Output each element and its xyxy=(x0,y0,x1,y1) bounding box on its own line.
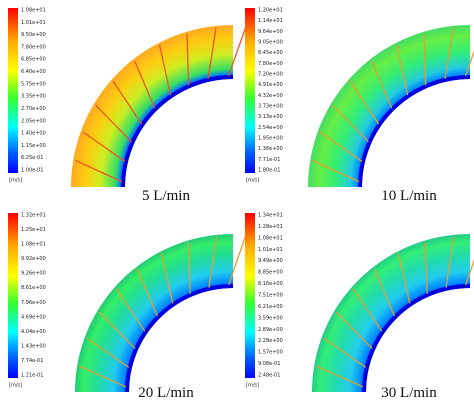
colorbar xyxy=(245,213,255,378)
scale-label: 1.08e+01 xyxy=(21,242,46,248)
scale-label: 1.25e+01 xyxy=(21,227,46,233)
scale-label: 1.40e+00 xyxy=(21,131,46,137)
scale-label: 6.85e+00 xyxy=(21,57,46,63)
caption: 30 L/min xyxy=(381,385,437,401)
scale-label: 1.08e+01 xyxy=(21,8,46,14)
scale-label: 7.80e+00 xyxy=(258,61,283,67)
scale-label: 7.80e+00 xyxy=(21,44,46,50)
scale-label: 1.21e-01 xyxy=(21,373,43,379)
scale-label: 3.35e+00 xyxy=(21,94,46,100)
flow-region xyxy=(71,25,233,187)
scale-label: 4.69e+00 xyxy=(21,314,46,320)
scale-label: 6.21e+00 xyxy=(258,304,283,310)
unit-label: [m/s] xyxy=(9,178,22,184)
scale-label: 9.92e+00 xyxy=(21,256,46,262)
scale-label: 2.54e+00 xyxy=(258,125,283,131)
scale-label: 7.96e+00 xyxy=(21,300,46,306)
scale-label: 6.40e+00 xyxy=(21,69,46,75)
colorbar xyxy=(8,8,18,173)
caption: 5 L/min xyxy=(142,188,190,204)
scale-label: 7.51e+00 xyxy=(258,293,283,299)
scale-label: 2.48e-01 xyxy=(258,373,280,379)
scale-label: 7.71e-01 xyxy=(258,157,280,163)
panel: 1.08e+01 1.01e+01 9.50e+00 7.80e+00 6.85e+00… xyxy=(8,8,246,205)
unit-label: [m/s] xyxy=(246,383,259,389)
unit-label: [m/s] xyxy=(246,178,259,184)
scale-label: 1.36e+00 xyxy=(258,146,283,152)
colorbar xyxy=(8,213,18,378)
scale-label: 6.25e-01 xyxy=(21,155,43,161)
scale-label: 9.49e+00 xyxy=(258,258,283,264)
flow-region xyxy=(308,25,470,187)
scale-label: 4.91e+00 xyxy=(258,82,283,88)
scale-label: 7.74e-01 xyxy=(21,358,43,364)
caption: 20 L/min xyxy=(138,385,194,401)
unit-label: [m/s] xyxy=(9,383,22,389)
panel: 1.20e+01 1.14e+01 9.64e+00 9.05e+00 8.45e+00… xyxy=(245,8,474,205)
scale-label: 9.26e+00 xyxy=(21,271,46,277)
flow-region xyxy=(75,234,233,392)
scale-label: 1.14e+01 xyxy=(258,18,283,24)
scale-label: 1.28e+01 xyxy=(258,224,283,230)
colorbar xyxy=(245,8,255,173)
scale-label: 9.05e+00 xyxy=(258,40,283,46)
scale-label: 7.20e+00 xyxy=(258,72,283,78)
scale-label: 1.57e+00 xyxy=(258,350,283,356)
scale-label: 8.16e+00 xyxy=(258,281,283,287)
scale-label: 5.75e+00 xyxy=(21,81,46,87)
scale-label: 2.28e+00 xyxy=(258,338,283,344)
scale-label: 3.73e+00 xyxy=(258,104,283,110)
scale-label: 1.32e+01 xyxy=(21,213,46,219)
panel: 1.32e+01 1.25e+01 1.08e+01 9.92e+00 9.26e+00… xyxy=(8,213,245,402)
scale-label: 8.85e+00 xyxy=(258,270,283,276)
scale-label: 1.95e+00 xyxy=(258,136,283,142)
scale-label: 3.59e+00 xyxy=(258,315,283,321)
scale-label: 1.01e+01 xyxy=(258,247,283,253)
scale-label: 1.00e-01 xyxy=(21,168,43,174)
scale-label: 1.20e+01 xyxy=(258,8,283,14)
scale-label: 1.01e+01 xyxy=(21,20,46,26)
scale-label: 1.80e-01 xyxy=(258,168,280,174)
scale-label: 8.45e+00 xyxy=(258,50,283,56)
scale-label: 2.05e+00 xyxy=(21,118,46,124)
scale-label: 1.43e+00 xyxy=(21,343,46,349)
scale-label: 9.64e+00 xyxy=(258,29,283,35)
scale-label: 2.89e+00 xyxy=(258,327,283,333)
scale-label: 9.50e+00 xyxy=(21,32,46,38)
scale-label: 4.32e+00 xyxy=(258,93,283,99)
caption: 10 L/min xyxy=(381,188,437,204)
scale-label: 2.70e+00 xyxy=(21,106,46,112)
scale-label: 1.08e+01 xyxy=(258,235,283,241)
scale-label: 1.15e+00 xyxy=(21,143,46,149)
scale-label: 4.04e+00 xyxy=(21,329,46,335)
figure: 1.08e+01 1.01e+01 9.50e+00 7.80e+00 6.85e+00… xyxy=(0,0,474,410)
scale-label: 8.61e+00 xyxy=(21,285,46,291)
scale-label: 1.34e+01 xyxy=(258,213,283,219)
flow-region xyxy=(312,234,470,392)
panel: 1.34e+01 1.28e+01 1.08e+01 1.01e+01 9.49e+00… xyxy=(245,213,474,402)
scale-label: 3.13e+00 xyxy=(258,114,283,120)
scale-label: 9.08e-01 xyxy=(258,361,280,367)
